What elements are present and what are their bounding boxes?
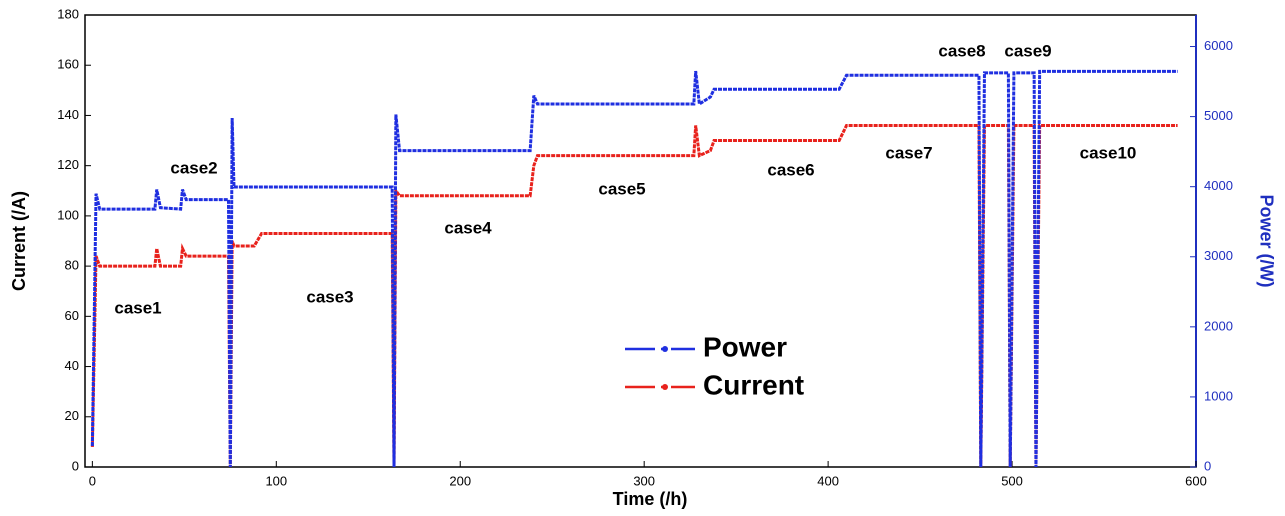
x-tick-label: 500 [1001,473,1023,488]
y-tick-label: 80 [65,258,79,273]
annotation: case10 [1080,143,1137,162]
x-tick-label: 300 [633,473,655,488]
x-axis-title: Time (/h) [613,489,688,509]
annotation: case8 [938,41,985,60]
annotation: case6 [767,160,814,179]
series-line [90,69,1178,468]
annotation: case7 [885,143,932,162]
plot-frame [84,14,1197,468]
y-tick-label: 120 [57,157,79,172]
legend-marker [662,384,668,390]
series-line [90,123,1178,468]
legend-label: Current [703,369,804,400]
y-tick-label: 140 [57,107,79,122]
y2-tick-label: 3000 [1204,248,1233,263]
y-tick-label: 60 [65,308,79,323]
annotation: case5 [598,179,645,198]
annotation: case3 [306,287,353,306]
y-tick-label: 160 [57,57,79,72]
y2-tick-label: 5000 [1204,108,1233,123]
annotation: case4 [444,218,492,237]
legend-marker [662,346,668,352]
annotation: case1 [114,298,161,317]
annotation: case2 [170,158,217,177]
y2-tick-label: 4000 [1204,178,1233,193]
y-axis-title: Current (/A) [9,191,29,291]
y2-tick-label: 6000 [1204,38,1233,53]
y-tick-label: 20 [65,408,79,423]
y-tick-label: 0 [72,458,79,473]
legend-label: Power [703,331,787,362]
x-tick-label: 200 [449,473,471,488]
y2-tick-label: 1000 [1204,388,1233,403]
y-tick-label: 180 [57,6,79,21]
x-tick-label: 600 [1185,473,1207,488]
annotation: case9 [1004,41,1051,60]
y-tick-label: 100 [57,207,79,222]
y2-tick-label: 2000 [1204,318,1233,333]
y2-axis-title: Power (/W) [1256,195,1276,288]
x-tick-label: 400 [817,473,839,488]
x-tick-label: 0 [89,473,96,488]
x-tick-label: 100 [265,473,287,488]
y-tick-label: 40 [65,358,79,373]
y2-tick-label: 0 [1204,458,1211,473]
